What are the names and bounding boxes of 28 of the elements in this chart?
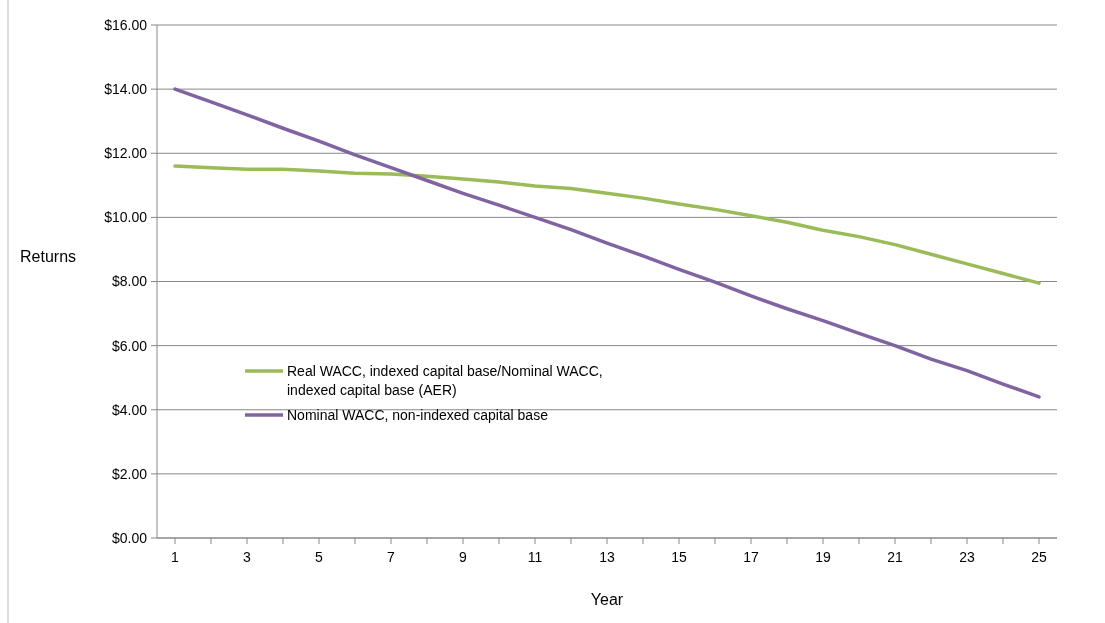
y-tick-label: $10.00 [104, 209, 148, 226]
y-tick-label: $16.00 [104, 16, 148, 33]
y-axis-title: Returns [20, 248, 77, 265]
x-tick-label: 1 [171, 549, 180, 565]
y-tick-label: $8.00 [111, 273, 148, 290]
x-tick-label: 25 [1031, 549, 1047, 565]
x-tick-label: 15 [671, 549, 687, 565]
x-tick-label: 23 [959, 549, 975, 565]
y-tick-label: $4.00 [111, 401, 148, 418]
legend-label: Real WACC, indexed capital base/Nominal WACC, indexed capital base (AER) [287, 362, 603, 398]
x-tick-label: 3 [243, 549, 252, 565]
line-series [173, 164, 1041, 285]
x-axis-title: Year [590, 591, 624, 608]
x-tick-label: 11 [527, 549, 543, 565]
y-tick-label: $12.00 [104, 145, 148, 162]
x-tick-label: 19 [815, 549, 831, 565]
y-tick-label: $14.00 [104, 81, 148, 98]
x-tick-label: 5 [315, 549, 324, 565]
y-tick-label: $2.00 [111, 465, 148, 482]
x-tick-label: 17 [743, 549, 759, 565]
x-tick-label: 21 [887, 549, 903, 565]
y-tick-label: $0.00 [111, 529, 148, 546]
x-tick-label: 9 [459, 549, 468, 565]
line-series [173, 87, 1041, 399]
legend-label: Nominal WACC, non-indexed capital base [287, 406, 549, 423]
y-tick-label: $6.00 [111, 337, 148, 354]
x-tick-label: 7 [387, 549, 396, 565]
x-tick-label: 13 [599, 549, 615, 565]
